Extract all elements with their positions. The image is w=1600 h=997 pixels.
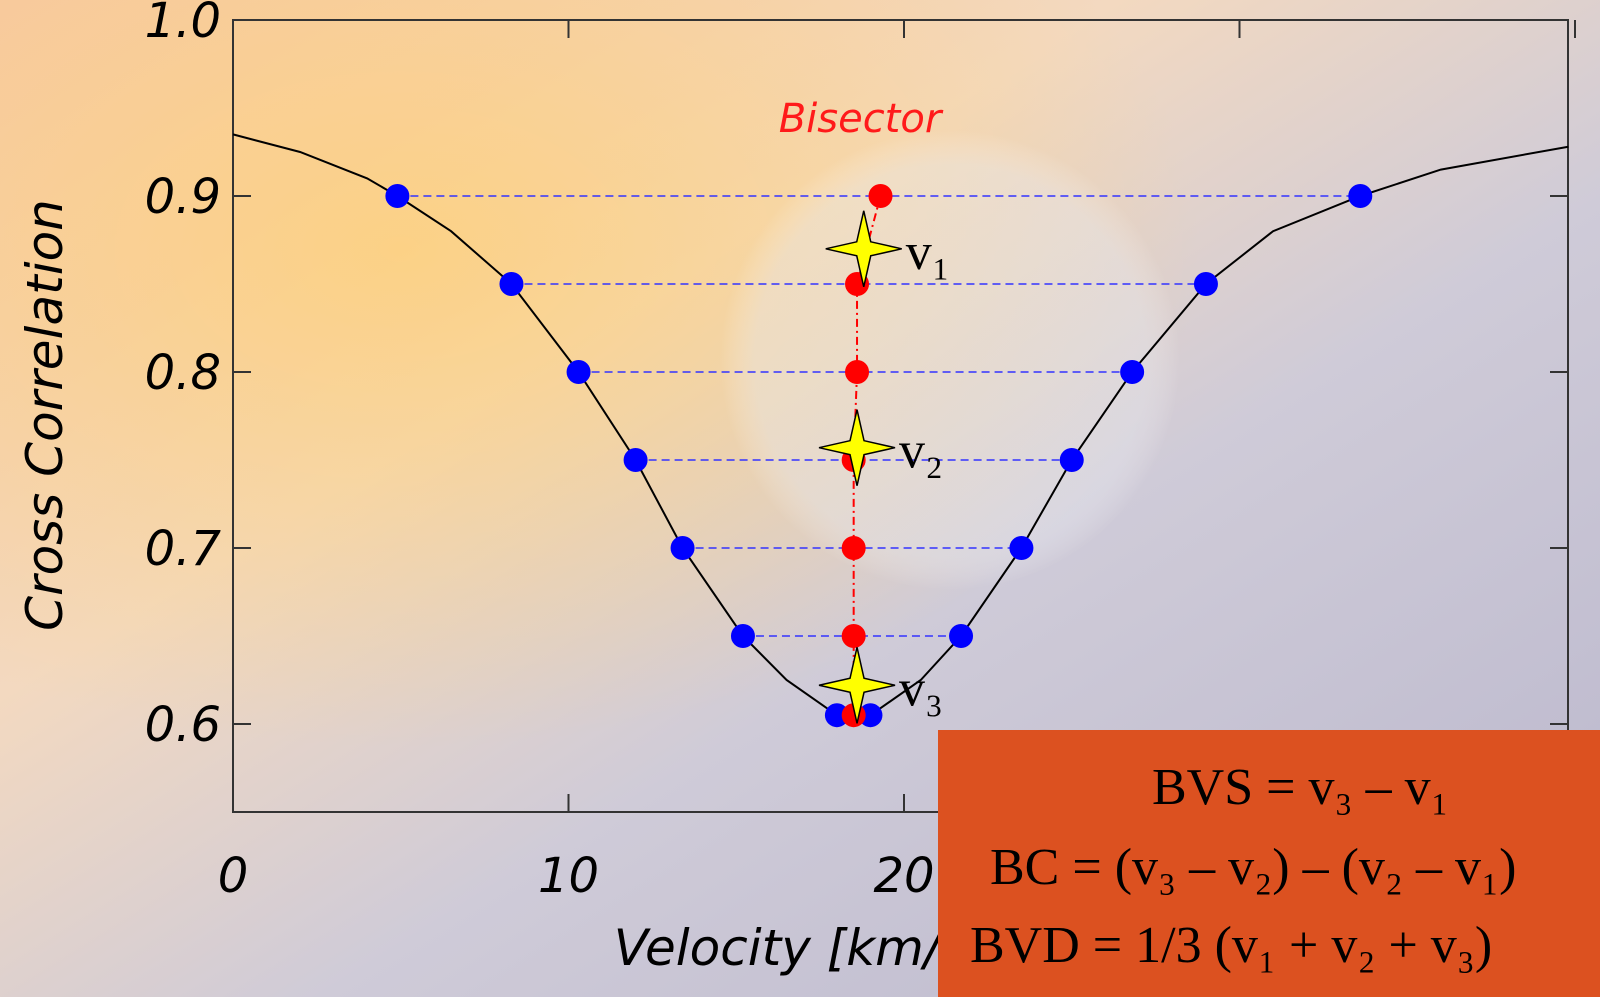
point bbox=[567, 360, 591, 384]
annotation-label: v₂ bbox=[899, 423, 943, 480]
background-planet bbox=[720, 130, 1180, 590]
y-tick-label: 0.6 bbox=[145, 697, 221, 753]
point bbox=[845, 360, 869, 384]
x-tick-label: 0 bbox=[218, 848, 249, 904]
x-tick-label: 10 bbox=[538, 848, 599, 904]
y-tick-label: 0.7 bbox=[145, 521, 222, 577]
point bbox=[624, 448, 648, 472]
formula: BVS = v₃ – v₁ bbox=[1152, 759, 1449, 816]
annotation-label: v₁ bbox=[906, 224, 950, 281]
y-tick-label: 0.8 bbox=[145, 345, 221, 401]
point bbox=[731, 624, 755, 648]
point bbox=[1348, 184, 1372, 208]
x-tick-label: 20 bbox=[873, 848, 934, 904]
point bbox=[842, 536, 866, 560]
point bbox=[869, 184, 893, 208]
x-axis-label: Velocity [km/s] bbox=[614, 919, 987, 977]
page: {"chart_data": { "type": "line", "xlabel… bbox=[0, 0, 1600, 997]
annotation-label: v₃ bbox=[899, 660, 943, 717]
point bbox=[671, 536, 695, 560]
y-axis-label: Cross Correlation bbox=[16, 199, 74, 631]
formula: BVD = 1/3 (v₁ + v₂ + v₃) bbox=[970, 917, 1492, 974]
y-tick-label: 0.9 bbox=[145, 169, 221, 225]
point bbox=[949, 624, 973, 648]
bisector-label: Bisector bbox=[779, 96, 944, 142]
point bbox=[1120, 360, 1144, 384]
chart: 1.00.90.80.70.6010203040v₁v₂v₃ Velocity … bbox=[0, 0, 1600, 997]
point bbox=[1009, 536, 1033, 560]
point bbox=[842, 624, 866, 648]
y-tick-label: 1.0 bbox=[145, 0, 221, 49]
point bbox=[385, 184, 409, 208]
point bbox=[499, 272, 523, 296]
formula: BC = (v₃ – v₂) – (v₂ – v₁) bbox=[990, 839, 1516, 896]
point bbox=[1194, 272, 1218, 296]
point bbox=[1060, 448, 1084, 472]
